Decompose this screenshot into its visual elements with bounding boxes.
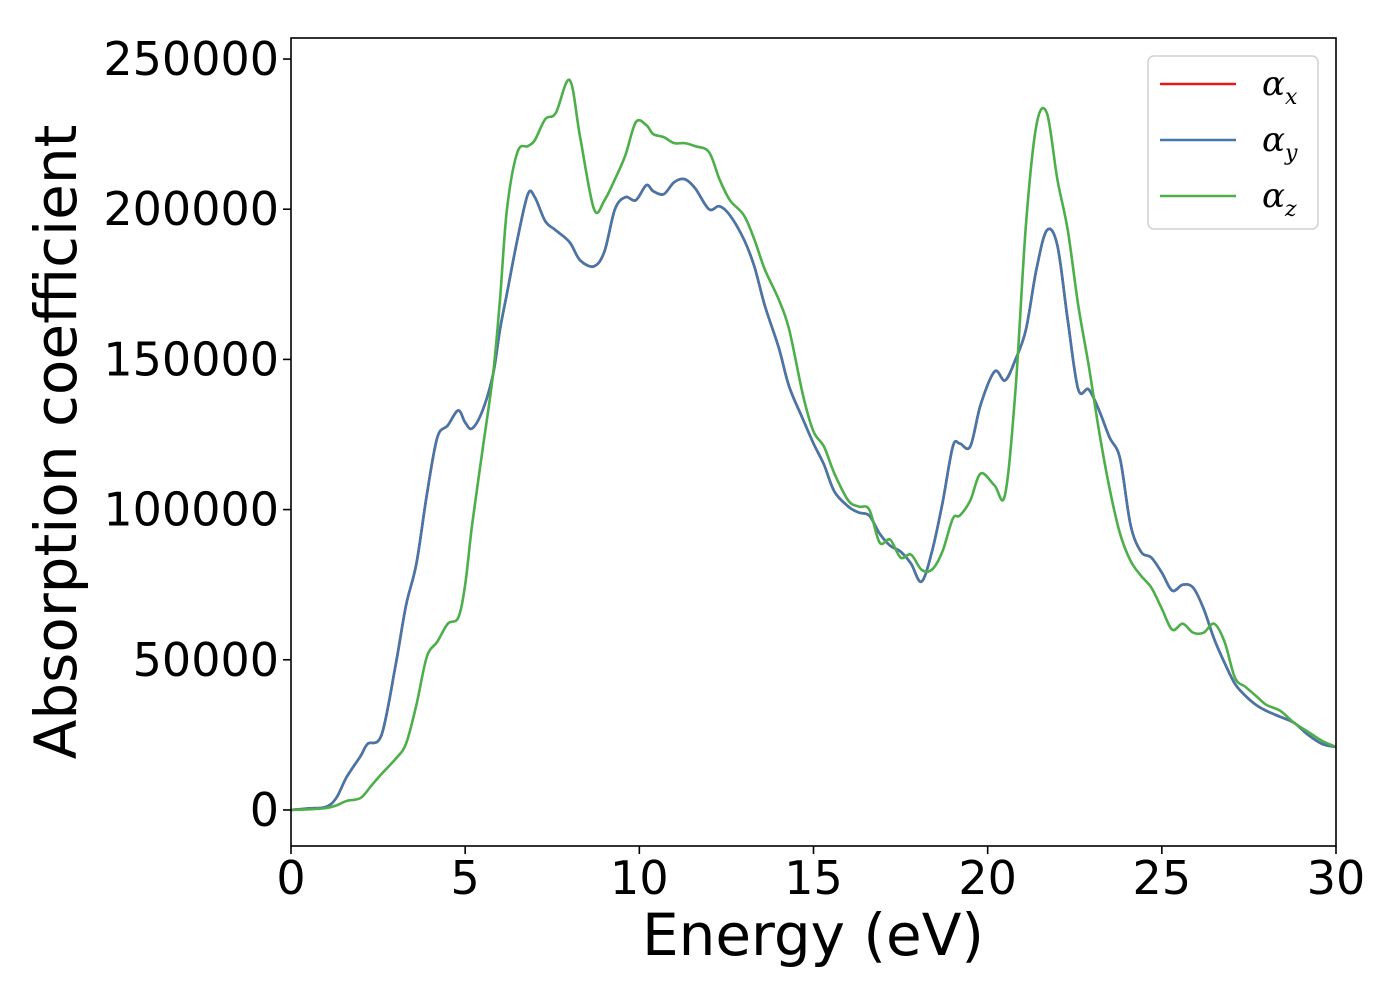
y-tick-label: 100000: [103, 483, 279, 537]
legend: αx αy αz: [1147, 55, 1319, 230]
y-tick-label: 0: [250, 783, 279, 837]
series-line-αz: [291, 78, 1336, 812]
legend-label: αy: [1262, 120, 1298, 166]
y-tick-label: 200000: [103, 182, 279, 236]
x-axis: 0 5 10 15 20 25 30: [276, 846, 1365, 905]
legend-box: [1147, 55, 1319, 230]
x-tick-label: 15: [784, 851, 843, 905]
y-tick-label: 150000: [103, 332, 279, 386]
x-tick-label: 30: [1307, 851, 1366, 905]
y-axis: 0 50000 100000 150000 200000 250000: [103, 32, 291, 837]
y-axis-title: Absorption coefficient: [22, 125, 90, 760]
legend-label: αx: [1262, 64, 1298, 110]
series-line-αy: [291, 177, 1336, 812]
x-axis-title: Energy (eV): [642, 901, 984, 969]
y-tick-label: 250000: [103, 32, 279, 86]
x-tick-label: 20: [958, 851, 1017, 905]
x-tick-label: 0: [276, 851, 305, 905]
legend-label: αz: [1262, 176, 1297, 222]
x-tick-label: 5: [451, 851, 480, 905]
y-tick-label: 50000: [133, 633, 279, 687]
series-layer: [291, 78, 1336, 812]
x-tick-label: 10: [610, 851, 669, 905]
x-tick-label: 25: [1133, 851, 1192, 905]
